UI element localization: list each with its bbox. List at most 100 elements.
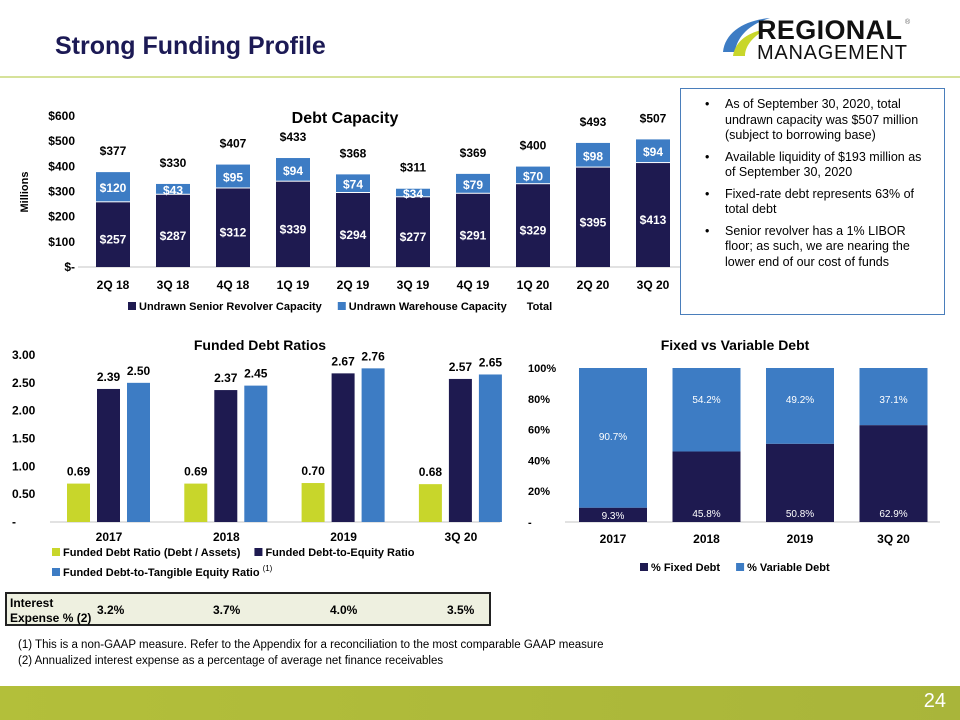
bullet-item: Available liquidity of $193 million as o… [701, 150, 934, 181]
bar-warehouse [96, 172, 130, 202]
page-number: 24 [923, 690, 946, 712]
y-tick-label: $300 [48, 185, 75, 199]
svg-text:®: ® [905, 18, 911, 26]
bar-variable-debt [672, 368, 741, 452]
x-tick-label: 3Q 18 [157, 278, 190, 292]
data-label: $79 [463, 178, 483, 192]
company-logo: REGIONAL MANAGEMENT ® [723, 15, 911, 64]
bar-debt-tangible-equity [244, 385, 268, 522]
data-label: 50.8% [786, 509, 814, 520]
data-label: 62.9% [879, 509, 907, 520]
data-label: 2.76 [361, 349, 385, 363]
y-tick-label: 1.00 [12, 459, 36, 473]
y-tick-label: $100 [48, 235, 75, 249]
page-title: Strong Funding Profile [55, 32, 326, 60]
legend-swatch [52, 548, 60, 556]
bar-warehouse [576, 142, 610, 167]
x-tick-label: 4Q 18 [217, 278, 250, 292]
data-label: $291 [460, 228, 487, 242]
y-tick-label: 40% [528, 455, 550, 467]
x-tick-label: 2Q 20 [577, 278, 610, 292]
data-label: $294 [340, 228, 367, 242]
x-tick-label: 3Q 20 [637, 278, 670, 292]
y-tick-label: 2.00 [12, 404, 36, 418]
data-label: $98 [583, 149, 603, 163]
data-label: 0.68 [419, 465, 443, 479]
legend-footnote-mark: (1) [263, 564, 273, 573]
bar-variable-debt [579, 368, 647, 508]
bar-debt-tangible-equity [361, 368, 385, 522]
bar-senior-revolver [396, 197, 430, 267]
x-tick-label: 1Q 19 [277, 278, 310, 292]
y-tick-label: $500 [48, 134, 75, 148]
y-tick-label: 100% [528, 363, 556, 375]
chart-title: Debt Capacity [292, 110, 399, 127]
interest-expense-table: Interest Expense % (2) 3.2% 3.7% 4.0% 3.5… [5, 592, 491, 626]
y-tick-label: 3.00 [12, 348, 36, 362]
total-label: $493 [580, 115, 607, 129]
data-label: 37.1% [879, 395, 907, 406]
legend-swatch [52, 568, 60, 576]
legend-swatch [337, 302, 346, 310]
x-tick-label: 3Q 20 [445, 530, 478, 544]
data-label: 45.8% [692, 509, 720, 520]
x-tick-label: 2017 [96, 530, 123, 544]
bar-senior-revolver [276, 181, 310, 267]
svg-text:MANAGEMENT: MANAGEMENT [757, 42, 907, 64]
legend-label: Funded Debt-to-Tangible Equity Ratio [63, 567, 260, 579]
bar-debt-assets [301, 483, 325, 522]
total-label: $330 [160, 156, 187, 170]
bar-senior-revolver [96, 202, 130, 267]
bullet-item: As of September 30, 2020, total undrawn … [701, 97, 934, 144]
y-tick-label: 1.50 [12, 432, 36, 446]
data-label: $94 [643, 145, 663, 159]
bullet-item: Fixed-rate debt represents 63% of total … [701, 187, 934, 218]
data-label: $120 [100, 181, 127, 195]
bar-senior-revolver [336, 193, 370, 267]
y-tick-label: 60% [528, 425, 550, 437]
x-tick-label: 2018 [213, 530, 240, 544]
bar-debt-tangible-equity [127, 382, 150, 522]
bar-debt-assets [184, 483, 208, 522]
total-label: $368 [340, 146, 367, 160]
bar-warehouse [396, 188, 430, 197]
total-label: $377 [100, 144, 127, 158]
data-label: $257 [100, 233, 127, 247]
chart-title: Fixed vs Variable Debt [661, 337, 810, 353]
bar-debt-tangible-equity [478, 374, 502, 522]
x-tick-label: 2019 [787, 532, 814, 546]
legend-swatch [254, 548, 263, 556]
highlights-box: As of September 30, 2020, total undrawn … [680, 88, 945, 315]
y-tick-label: - [12, 515, 16, 529]
data-label: $329 [520, 224, 547, 238]
data-label: 2.45 [244, 367, 268, 381]
bar-debt-equity [331, 373, 355, 522]
data-label: 2.67 [331, 354, 355, 368]
footnotes: (1) This is a non-GAAP measure. Refer to… [18, 637, 604, 669]
x-tick-label: 2017 [600, 532, 627, 546]
data-label: 2.65 [479, 355, 503, 369]
footnote: (2) Annualized interest expense as a per… [18, 655, 444, 667]
bar-senior-revolver [456, 193, 490, 267]
svg-text:REGIONAL: REGIONAL [757, 15, 902, 45]
data-label: 2.57 [449, 360, 473, 374]
footnote: (1) This is a non-GAAP measure. Refer to… [18, 639, 604, 651]
data-label: $339 [280, 222, 307, 236]
bar-variable-debt [766, 368, 834, 444]
data-label: $94 [283, 164, 303, 178]
legend-label: Undrawn Warehouse Capacity [349, 301, 508, 313]
x-tick-label: 2Q 19 [337, 278, 370, 292]
y-tick-label: - [528, 517, 532, 529]
data-label: $70 [523, 169, 543, 183]
bar-warehouse [336, 174, 370, 193]
y-tick-label: 0.50 [12, 487, 36, 501]
legend-swatch [640, 563, 648, 571]
footer-band: 24 [0, 686, 960, 720]
bar-variable-debt [859, 368, 928, 426]
bar-warehouse [636, 139, 670, 163]
bar-senior-revolver [636, 163, 670, 267]
bar-fixed-debt [766, 443, 834, 522]
data-label: 9.3% [602, 511, 625, 522]
y-tick-label: $200 [48, 210, 75, 224]
